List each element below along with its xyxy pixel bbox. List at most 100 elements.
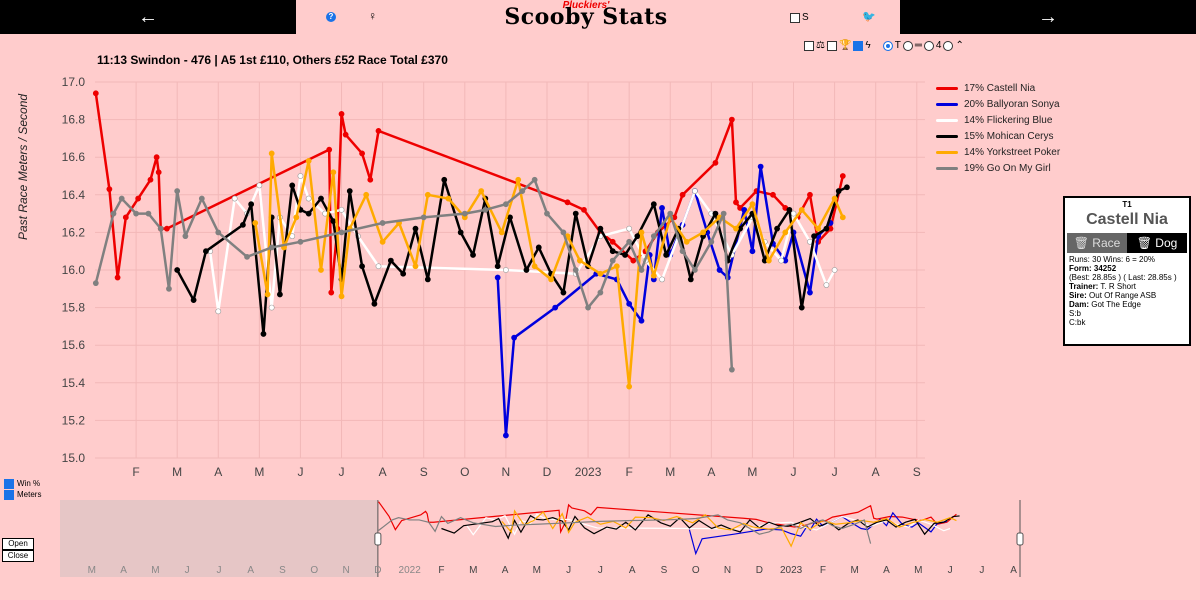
legend-swatch [936, 118, 958, 122]
win-label: Win % [17, 479, 41, 488]
data-point [622, 252, 628, 258]
data-point [692, 267, 698, 273]
chart-options: ⚖ 🏆 ϟ T ═ 4 ⌃ [804, 40, 964, 51]
data-point [597, 225, 604, 232]
data-point [683, 238, 690, 245]
scales-option-checkbox[interactable] [804, 40, 814, 51]
legend-item[interactable]: 14% Flickering Blue [936, 112, 1060, 128]
best-times: (Best: 28.85s ) ( Last: 28.85s ) [1069, 273, 1177, 282]
key-icon[interactable]: ♀ [368, 9, 377, 23]
legend-label: 14% Flickering Blue [964, 114, 1053, 126]
race-button[interactable]: 🗑 Race [1067, 233, 1127, 253]
twitter-icon[interactable]: 🐦 [862, 11, 876, 23]
data-point [597, 270, 604, 277]
win-checkbox[interactable] [4, 478, 14, 489]
data-point [268, 150, 275, 157]
s-checkbox[interactable]: S [790, 12, 809, 23]
legend-item[interactable]: 20% Ballyoran Sonya [936, 96, 1060, 112]
data-point [560, 229, 567, 236]
previous-race-button[interactable]: ← [0, 0, 296, 34]
data-point [523, 267, 530, 273]
brand-logo: Pluckiers' Scooby Stats [496, 0, 676, 34]
meters-checkbox[interactable] [4, 489, 14, 500]
trainer-row: Trainer: T. R Short [1069, 282, 1185, 291]
navigator-tick-label: J [979, 565, 984, 576]
equal-radio[interactable] [902, 40, 913, 51]
data-point [338, 111, 345, 117]
x-tick-label: D [543, 465, 552, 479]
legend-item[interactable]: 15% Mohican Cerys [936, 128, 1060, 144]
data-point [585, 304, 591, 311]
data-point [457, 229, 464, 236]
legend-item[interactable]: 19% Go On My Girl [936, 160, 1060, 176]
data-point [634, 233, 641, 240]
data-point [757, 163, 764, 170]
data-point [328, 289, 335, 296]
data-point [135, 195, 142, 202]
data-point [198, 195, 205, 202]
navigator-tick-label: M [88, 565, 96, 576]
data-point [114, 274, 121, 281]
data-point [338, 293, 345, 300]
s-checkbox-box[interactable] [790, 12, 800, 23]
legend-swatch [936, 166, 958, 170]
form-row: Form: 34252 [1069, 264, 1185, 273]
data-point [478, 188, 485, 194]
data-point [535, 244, 542, 251]
navigator-tick-label: O [310, 565, 318, 576]
legend-item[interactable]: 14% Yorkstreet Poker [936, 144, 1060, 160]
data-point [420, 214, 427, 221]
data-point [256, 182, 263, 189]
data-point [363, 191, 370, 198]
data-point [122, 214, 129, 221]
data-point [412, 263, 419, 270]
data-point [379, 238, 386, 245]
data-point [367, 176, 374, 183]
data-point [708, 238, 715, 245]
data-point [716, 267, 723, 273]
bolt-icon: ϟ [865, 40, 871, 51]
range-navigator[interactable]: MAMJJASOND2022FMAMJJASOND2023FMAMJJAS [0, 495, 1030, 595]
win-toggle[interactable]: Win % [4, 478, 41, 489]
meters-toggle[interactable]: Meters [4, 489, 41, 500]
navigator-left-handle [374, 532, 382, 546]
data-point [811, 233, 817, 240]
navigator-tick-label: 2023 [780, 565, 803, 576]
trophy-option-checkbox[interactable] [826, 40, 837, 51]
navigator-tick-label: N [342, 565, 349, 576]
dog-button[interactable]: 🗑 Dog [1127, 233, 1187, 253]
data-point [92, 90, 99, 97]
y-tick-label: 15.6 [62, 338, 86, 352]
legend-label: 17% Castell Nia [964, 82, 1036, 94]
speed-option-checkbox[interactable] [853, 40, 864, 51]
legend-item[interactable]: 17% Castell Nia [936, 80, 1060, 96]
open-button[interactable]: Open [2, 538, 34, 550]
four-radio[interactable] [923, 40, 934, 51]
collapse-radio[interactable] [943, 40, 954, 51]
next-race-button[interactable]: → [900, 0, 1196, 34]
speed-chart[interactable]: F M A M J J A S O N D 2023 F M A M J J A S 15.0 15.2 15.4 15.6 1… [0, 60, 930, 480]
time-radio[interactable] [882, 40, 893, 51]
data-point [326, 146, 333, 153]
navigator-tick-label: A [1010, 565, 1017, 576]
navigator-tick-label: A [502, 565, 509, 576]
legend-swatch [936, 150, 958, 154]
x-tick-label: 2023 [575, 465, 602, 479]
navigator-tick-label: A [120, 565, 127, 576]
data-point [461, 210, 468, 217]
navigator-tick-label: F [820, 565, 826, 576]
trainer-value: T. R Short [1100, 282, 1136, 291]
data-point [638, 229, 645, 236]
close-button[interactable]: Close [2, 550, 34, 562]
four-radio-label: 4 [935, 40, 942, 51]
data-point [297, 238, 304, 245]
help-icon[interactable]: ? [326, 12, 336, 22]
legend-label: 15% Mohican Cerys [964, 130, 1054, 142]
x-tick-label: J [297, 465, 303, 479]
data-point [720, 210, 727, 217]
data-point [844, 184, 850, 191]
data-point [712, 210, 719, 217]
trash-icon: 🗑 [1073, 236, 1089, 250]
form-label: Form: [1069, 264, 1092, 273]
y-tick-label: 17.0 [62, 75, 86, 89]
